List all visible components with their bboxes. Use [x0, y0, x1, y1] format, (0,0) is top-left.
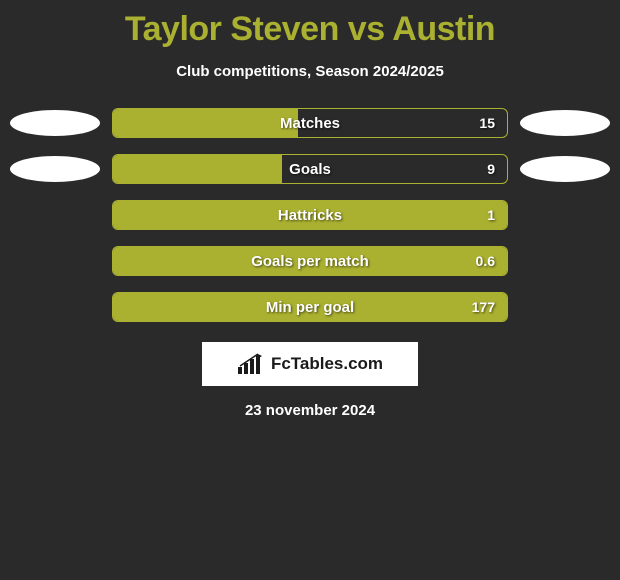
stat-bar: Min per goal 177 — [112, 292, 508, 322]
stat-value: 15 — [479, 115, 495, 131]
stat-label: Min per goal — [266, 299, 354, 316]
ellipse-icon — [10, 110, 100, 136]
logo-box[interactable]: FcTables.com — [202, 342, 418, 386]
stat-value: 0.6 — [476, 253, 495, 269]
stats-container: Matches 15 Goals 9 Hattricks 1 Goals per match… — [0, 108, 620, 322]
stat-value: 177 — [472, 299, 495, 315]
right-side-shape — [520, 294, 610, 320]
right-side-shape — [520, 202, 610, 228]
ellipse-icon — [10, 156, 100, 182]
stat-label: Hattricks — [278, 207, 342, 224]
stat-bar: Matches 15 — [112, 108, 508, 138]
stat-bar-overlay: Goals per match 0.6 — [113, 247, 507, 275]
stat-bar: Goals per match 0.6 — [112, 246, 508, 276]
stat-bar-overlay: Hattricks 1 — [113, 201, 507, 229]
stat-label: Matches — [280, 115, 340, 132]
stat-row: Matches 15 — [10, 108, 610, 138]
stat-value: 1 — [487, 207, 495, 223]
stat-value: 9 — [487, 161, 495, 177]
stat-row: Hattricks 1 — [10, 200, 610, 230]
left-side-shape — [10, 202, 100, 228]
left-side-shape — [10, 110, 100, 136]
right-side-shape — [520, 110, 610, 136]
left-side-shape — [10, 294, 100, 320]
chart-icon — [237, 353, 265, 375]
date-text: 23 november 2024 — [0, 402, 620, 419]
right-side-shape — [520, 156, 610, 182]
stat-row: Min per goal 177 — [10, 292, 610, 322]
stat-bar: Goals 9 — [112, 154, 508, 184]
stat-bar-overlay: Matches 15 — [113, 109, 507, 137]
ellipse-icon — [520, 110, 610, 136]
stat-bar-overlay: Min per goal 177 — [113, 293, 507, 321]
left-side-shape — [10, 156, 100, 182]
subtitle: Club competitions, Season 2024/2025 — [0, 63, 620, 80]
stat-row: Goals 9 — [10, 154, 610, 184]
page-title: Taylor Steven vs Austin — [0, 0, 620, 49]
logo-text: FcTables.com — [271, 354, 383, 374]
stat-label: Goals — [289, 161, 331, 178]
stat-row: Goals per match 0.6 — [10, 246, 610, 276]
left-side-shape — [10, 248, 100, 274]
stat-label: Goals per match — [251, 253, 369, 270]
stat-bar-overlay: Goals 9 — [113, 155, 507, 183]
stat-bar: Hattricks 1 — [112, 200, 508, 230]
ellipse-icon — [520, 156, 610, 182]
right-side-shape — [520, 248, 610, 274]
